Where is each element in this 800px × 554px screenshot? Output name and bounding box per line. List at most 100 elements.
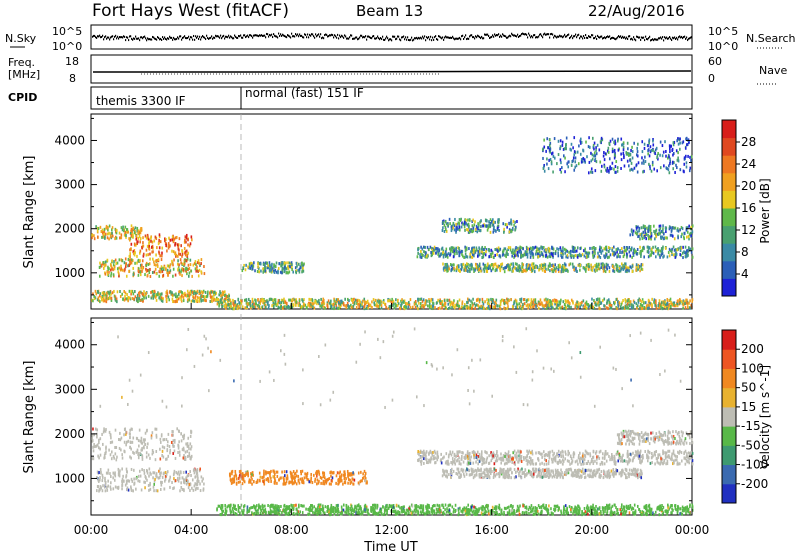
range-gate-cell — [141, 245, 143, 249]
range-gate-cell — [545, 297, 547, 301]
range-gate-cell — [104, 489, 107, 493]
range-gate-cell — [133, 242, 136, 246]
nsky-sample — [486, 33, 488, 36]
range-gate-cell — [679, 141, 681, 145]
nsky-sample — [417, 37, 419, 40]
range-gate-cell — [490, 219, 493, 223]
range-gate-cell — [158, 233, 161, 237]
range-gate-cell — [246, 304, 248, 308]
range-gate-cell — [177, 297, 180, 301]
nsky-sample — [361, 34, 363, 37]
range-gate-cell — [573, 136, 576, 140]
range-gate-cell — [687, 234, 690, 238]
range-gate-cell — [458, 306, 461, 310]
range-gate-cell — [183, 240, 186, 244]
range-gate-cell — [94, 427, 97, 431]
range-gate-cell — [657, 247, 659, 251]
range-gate-cell — [96, 435, 98, 439]
nsky-sample — [475, 35, 477, 38]
range-gate-cell — [423, 250, 425, 254]
range-gate-cell — [547, 249, 550, 253]
range-gate-cell — [144, 442, 147, 446]
range-gate-cell — [620, 137, 623, 141]
nsky-sample — [209, 37, 211, 40]
range-gate-cell — [592, 305, 595, 309]
range-gate-cell — [508, 267, 510, 271]
range-gate-cell — [603, 158, 606, 162]
range-gate-cell — [324, 306, 326, 310]
range-gate-cell — [189, 442, 192, 446]
range-gate-cell — [671, 234, 674, 238]
range-gate-cell — [230, 305, 232, 309]
range-gate-cell — [114, 428, 117, 432]
range-gate-cell — [431, 248, 434, 252]
range-gate-cell — [611, 252, 614, 256]
range-gate-cell — [213, 293, 216, 297]
range-gate-cell — [176, 262, 179, 266]
nsky-sample — [154, 37, 156, 40]
range-gate-cell — [516, 251, 519, 255]
range-gate-cell — [467, 228, 469, 232]
nsky-sample — [656, 38, 658, 41]
range-gate-cell — [475, 248, 478, 252]
nsky-sample — [613, 37, 615, 40]
range-gate-cell — [172, 250, 175, 254]
range-gate-cell — [458, 246, 460, 250]
range-gate-cell — [530, 299, 533, 303]
range-gate-cell — [639, 307, 641, 311]
range-gate-cell — [455, 246, 457, 250]
range-gate-cell — [218, 304, 220, 308]
range-gate-cell — [619, 268, 621, 272]
range-gate-cell — [143, 290, 145, 294]
range-gate-cell — [287, 261, 289, 265]
range-gate-cell — [131, 440, 134, 444]
nsky-sample — [449, 36, 451, 39]
range-gate-cell — [422, 254, 424, 258]
range-gate-cell — [422, 303, 424, 307]
range-gate-cell — [140, 436, 143, 440]
range-gate-cell — [573, 254, 575, 258]
range-gate-cell — [466, 300, 468, 304]
range-gate-cell — [103, 292, 106, 296]
range-gate-cell — [481, 306, 484, 310]
range-gate-cell — [684, 251, 687, 255]
range-gate-cell — [166, 457, 168, 461]
range-gate-cell — [550, 300, 553, 304]
range-gate-cell — [586, 264, 589, 268]
range-gate-cell — [297, 303, 300, 307]
nsky-sample — [107, 36, 109, 39]
range-gate-cell — [143, 446, 145, 450]
range-gate-cell — [191, 238, 193, 242]
range-gate-cell — [498, 264, 501, 268]
range-gate-cell — [556, 162, 558, 166]
range-gate-cell — [663, 301, 666, 305]
nsky-sample — [187, 36, 189, 39]
range-gate-cell — [152, 296, 155, 300]
range-gate-cell — [547, 267, 549, 271]
nsky-sample — [566, 35, 568, 38]
range-gate-cell — [192, 296, 195, 300]
range-gate-cell — [499, 303, 502, 307]
range-gate-cell — [154, 267, 157, 271]
freq-bottom-tick: 8 — [69, 72, 76, 85]
range-gate-cell — [198, 296, 201, 300]
nsky-sample — [606, 36, 608, 39]
range-gate-cell — [419, 297, 422, 301]
nsky-sample — [277, 36, 279, 39]
nsky-sample — [282, 33, 284, 36]
range-gate-cell — [166, 448, 169, 452]
range-gate-cell — [666, 306, 668, 310]
range-gate-cell — [168, 264, 170, 268]
nsky-sample — [646, 37, 648, 40]
range-gate-cell — [599, 140, 602, 144]
range-gate-cell — [450, 300, 453, 304]
range-gate-cell — [678, 138, 681, 142]
range-gate-cell — [115, 458, 118, 462]
nsky-sample — [94, 34, 96, 37]
range-gate-cell — [124, 225, 127, 229]
range-gate-cell — [190, 235, 193, 239]
range-gate-cell — [628, 245, 631, 249]
range-gate-cell — [605, 262, 608, 266]
range-gate-cell — [485, 248, 488, 252]
range-gate-cell — [588, 251, 591, 255]
